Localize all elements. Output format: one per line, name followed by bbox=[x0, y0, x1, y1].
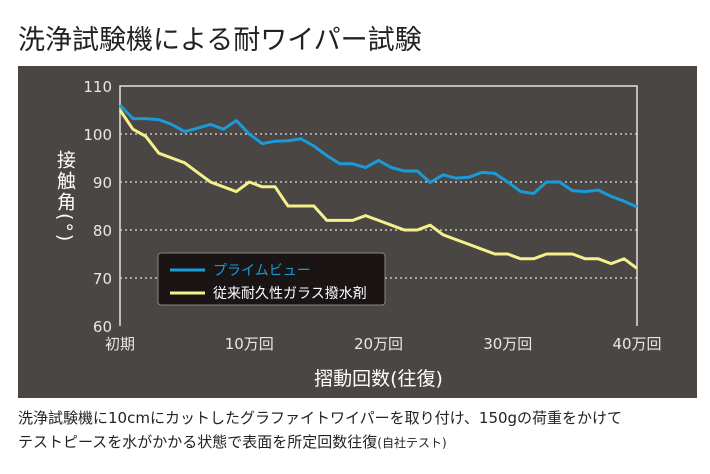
y-tick-label: 100 bbox=[83, 126, 112, 144]
page-title: 洗浄試験機による耐ワイパー試験 bbox=[18, 25, 422, 56]
x-tick-label: 40万回 bbox=[612, 335, 661, 353]
x-tick-label: 10万回 bbox=[225, 335, 274, 353]
caption: 洗浄試験機に10cmにカットしたグラファイトワイパーを取り付け、150gの荷重を… bbox=[18, 406, 622, 455]
series-line-1 bbox=[118, 109, 638, 270]
legend-label: 従来耐久性ガラス撥水剤 bbox=[213, 286, 367, 302]
y-tick-label: 90 bbox=[93, 174, 112, 192]
y-tick-label: 60 bbox=[93, 318, 112, 336]
y-tick-label: 80 bbox=[93, 222, 112, 240]
caption-note: (自社テスト) bbox=[377, 436, 447, 450]
x-axis-label: 摺動回数(往復) bbox=[314, 368, 443, 390]
caption-line-1: 洗浄試験機に10cmにカットしたグラファイトワイパーを取り付け、150gの荷重を… bbox=[18, 409, 623, 427]
y-axis-label: 接触角(°) bbox=[54, 150, 76, 244]
x-tick-label: 初期 bbox=[105, 335, 135, 353]
legend-box bbox=[157, 252, 386, 306]
x-tick-label: 20万回 bbox=[354, 335, 403, 353]
series-line-0 bbox=[118, 104, 638, 209]
y-tick-label: 110 bbox=[83, 78, 112, 96]
caption-line-2: テストピースを水がかかる状態で表面を所定回数往復 bbox=[18, 433, 378, 451]
y-tick-label: 70 bbox=[93, 270, 112, 288]
legend-label: プライムビュー bbox=[213, 263, 311, 279]
chart-panel bbox=[18, 66, 697, 398]
x-tick-label: 30万回 bbox=[483, 335, 532, 353]
